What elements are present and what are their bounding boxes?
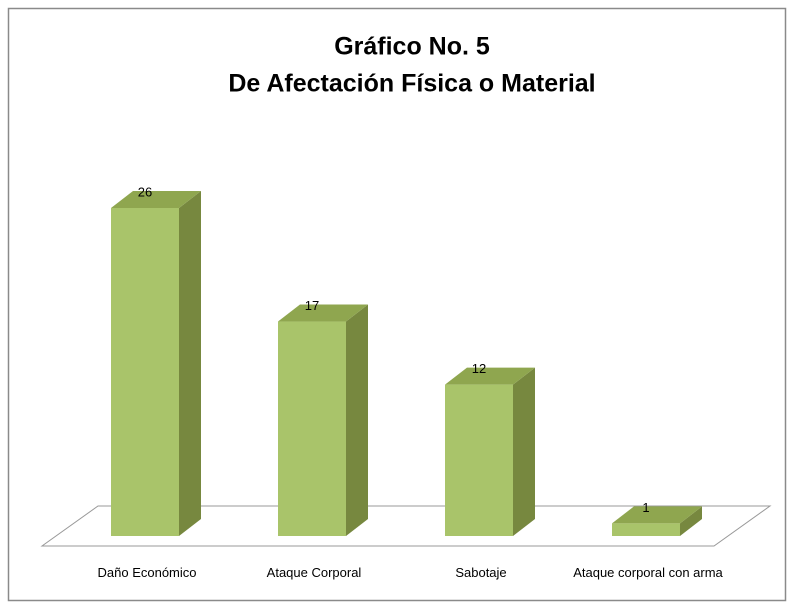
value-label: 12 <box>472 361 486 376</box>
bar-front <box>111 208 179 536</box>
value-label: 1 <box>642 500 649 515</box>
bar-top <box>111 191 201 208</box>
bar-side <box>513 367 535 536</box>
bar-front <box>445 384 513 536</box>
bar <box>111 191 201 536</box>
x-tick-label: Daño Económico <box>97 565 197 580</box>
bar-top <box>278 304 368 322</box>
bar-front <box>278 321 346 536</box>
x-tick-label: Ataque Corporal <box>266 565 362 580</box>
chart-title: Gráfico No. 5 <box>334 33 490 61</box>
bar-top <box>445 367 535 385</box>
chart-title: De Afectación Física o Material <box>228 70 595 98</box>
bar-top <box>612 506 702 524</box>
bar <box>278 304 368 536</box>
x-tick-label: Ataque corporal con arma <box>573 565 723 580</box>
floor <box>40 505 772 547</box>
bar <box>612 506 702 536</box>
bar-side <box>346 304 368 536</box>
value-label: 26 <box>138 184 152 199</box>
bar-side <box>179 191 201 536</box>
value-label: 17 <box>305 298 319 313</box>
bar-front <box>612 523 680 536</box>
bar <box>445 367 535 536</box>
bar-side <box>680 506 702 536</box>
x-tick-label: Sabotaje <box>455 565 507 580</box>
